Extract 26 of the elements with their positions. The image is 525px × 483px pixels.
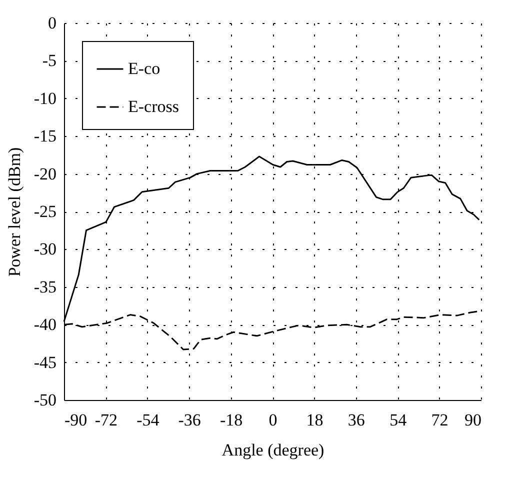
x-tick-label: -72 [94, 410, 118, 430]
y-tick-label: -20 [34, 164, 56, 184]
y-tick-label: -25 [34, 202, 56, 221]
x-tick-label: -54 [136, 410, 160, 430]
x-tick-label: -18 [220, 410, 243, 430]
y-tick-label: -45 [34, 352, 56, 372]
y-tick-label: -15 [34, 126, 56, 146]
x-axis-title: Angle (degree) [222, 440, 324, 460]
x-tick-label: 36 [348, 410, 365, 430]
legend-label: E-cross [128, 97, 179, 116]
y-axis-title: Power level (dBm) [4, 147, 24, 277]
x-tick-label: -90 [64, 410, 88, 430]
y-tick-label: -30 [34, 240, 56, 259]
y-tick-label: -50 [34, 390, 56, 410]
y-tick-label: -5 [42, 51, 56, 70]
y-tick-label: -35 [34, 277, 56, 296]
x-tick-label: 54 [390, 410, 408, 430]
x-tick-label: 90 [464, 410, 482, 430]
y-tick-label: -40 [34, 315, 56, 334]
y-tick-label: -10 [34, 88, 56, 108]
legend-label: E-co [128, 59, 160, 78]
y-tick-label: 0 [48, 14, 56, 32]
x-tick-label: 18 [306, 410, 324, 430]
x-tick-label: 0 [268, 410, 278, 430]
x-tick-label: 72 [431, 410, 448, 430]
x-tick-label: -36 [178, 410, 201, 430]
